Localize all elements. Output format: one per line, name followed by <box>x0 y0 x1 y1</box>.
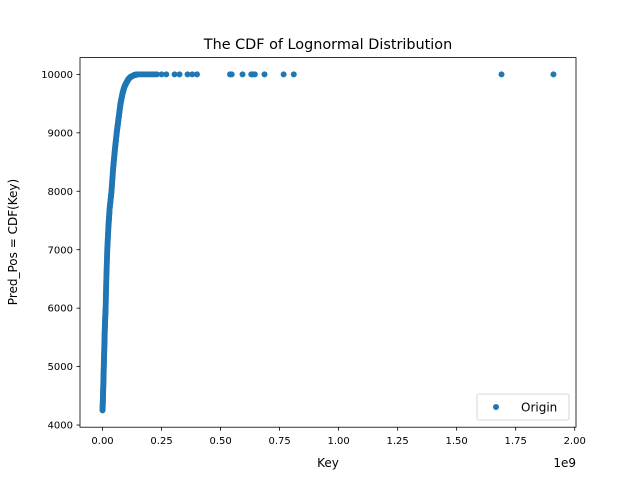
data-point <box>176 71 183 78</box>
data-point <box>280 71 287 78</box>
data-point <box>239 71 246 78</box>
legend-marker <box>493 404 499 410</box>
x-tick-label: 0.50 <box>209 436 231 447</box>
legend-box <box>476 393 570 421</box>
data-point <box>153 71 160 78</box>
data-point <box>189 71 196 78</box>
y-tick-label: 6000 <box>48 304 73 315</box>
x-axis-label: Key <box>317 456 339 470</box>
x-tick-label: 0.75 <box>268 436 290 447</box>
data-point <box>163 71 170 78</box>
data-point <box>184 71 191 78</box>
x-tick-label: 1.75 <box>505 436 527 447</box>
data-point <box>251 71 258 78</box>
data-point <box>498 71 505 78</box>
chart-title: The CDF of Lognormal Distribution <box>203 37 452 53</box>
y-tick-label: 8000 <box>48 187 73 198</box>
data-point <box>290 71 297 78</box>
x-axis: 0.00 0.25 0.50 0.75 1.00 1.25 1.50 1.75 2.00 <box>91 427 586 447</box>
data-point <box>261 71 268 78</box>
y-tick-label: 9000 <box>48 128 73 139</box>
data-point <box>550 71 557 78</box>
x-tick-label: 1.50 <box>446 436 468 447</box>
x-tick-label: 0.00 <box>91 436 113 447</box>
x-tick-label: 1.25 <box>387 436 409 447</box>
x-tick-label: 2.00 <box>564 436 586 447</box>
data-point <box>158 71 165 78</box>
y-axis: 4000 5000 6000 7000 8000 9000 10000 <box>41 70 80 432</box>
data-point <box>228 71 235 78</box>
y-tick-label: 5000 <box>48 362 73 373</box>
x-tick-label: 1.00 <box>327 436 349 447</box>
y-tick-label: 10000 <box>41 70 73 81</box>
data-point <box>193 71 200 78</box>
legend-entry-origin: Origin <box>521 401 557 415</box>
y-axis-label: Pred_Pos = CDF(Key) <box>6 179 20 305</box>
x-axis-offset-label: 1e9 <box>553 456 576 470</box>
data-point <box>171 71 178 78</box>
plot-area <box>99 71 557 414</box>
x-tick-label: 0.25 <box>150 436 172 447</box>
y-tick-label: 7000 <box>48 245 73 256</box>
y-tick-label: 4000 <box>48 421 73 432</box>
legend: Origin <box>476 393 570 421</box>
axes-frame <box>79 57 577 428</box>
